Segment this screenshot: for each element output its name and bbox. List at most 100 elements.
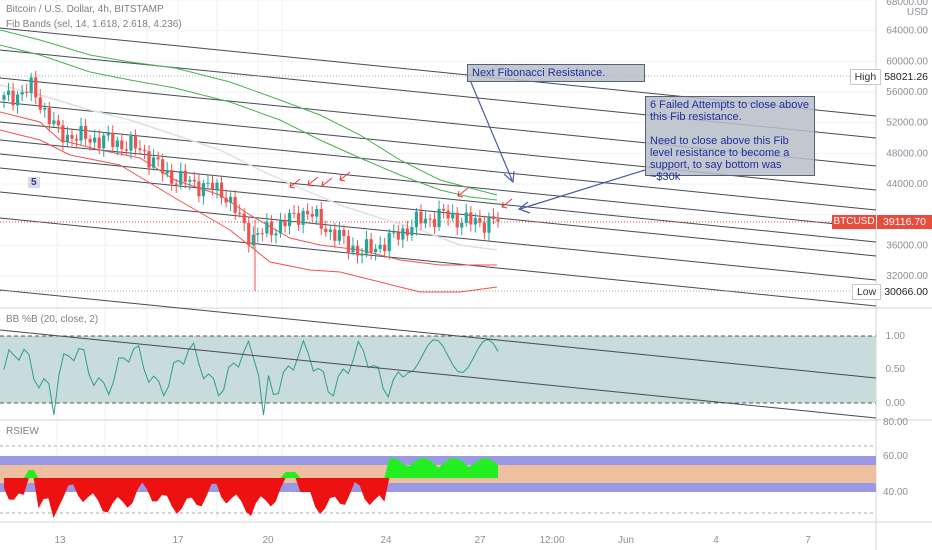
candle-body bbox=[396, 232, 400, 240]
symbol-tag: BTCUSD bbox=[832, 215, 876, 229]
candle-body bbox=[174, 183, 178, 185]
candle-body bbox=[482, 222, 487, 233]
candle-body bbox=[111, 133, 115, 148]
price-tick-label: 44000.00 bbox=[886, 179, 928, 190]
candle-body bbox=[374, 248, 378, 253]
candle-body bbox=[115, 140, 119, 148]
candle-body bbox=[79, 125, 83, 141]
time-tick-label: 13 bbox=[54, 535, 66, 546]
bb-tick-label: 0.50 bbox=[886, 364, 906, 375]
candle-body bbox=[93, 137, 97, 143]
price-tick-label: 68000.00 bbox=[886, 0, 928, 8]
candle-body bbox=[410, 227, 414, 236]
candle-body bbox=[414, 211, 419, 228]
candle-body bbox=[437, 208, 441, 227]
candle-body bbox=[287, 212, 292, 227]
candle-body bbox=[165, 170, 169, 174]
failed-attempt-arrowhead bbox=[307, 179, 314, 187]
candle-body bbox=[229, 196, 233, 203]
candle-body bbox=[432, 219, 437, 227]
candle-body bbox=[233, 196, 237, 213]
price-tick-label: 48000.00 bbox=[886, 148, 928, 159]
candle-body bbox=[478, 218, 482, 223]
candle-body bbox=[428, 218, 432, 220]
candle-body bbox=[124, 149, 128, 151]
candle-body bbox=[201, 183, 206, 197]
candle-body bbox=[487, 216, 491, 233]
candle-body bbox=[306, 210, 310, 215]
high-tag: High 58021.26 bbox=[849, 69, 932, 85]
chart-title: Bitcoin / U.S. Dollar, 4h, BITSTAMP bbox=[6, 4, 164, 15]
candle-body bbox=[260, 233, 264, 235]
candle-body bbox=[97, 137, 101, 149]
rsi-label: RSIEW bbox=[6, 426, 39, 437]
time-tick-label: 24 bbox=[380, 535, 392, 546]
low-tag: Low 30066.00 bbox=[851, 284, 932, 300]
candle-body bbox=[52, 120, 56, 124]
time-tick-label: 20 bbox=[262, 535, 274, 546]
price-tick-label: 64000.00 bbox=[886, 26, 928, 37]
candle-body bbox=[161, 159, 165, 174]
arrow-head bbox=[517, 201, 531, 214]
candle-body bbox=[2, 95, 6, 100]
candle-body bbox=[269, 221, 273, 236]
bb-percent-line bbox=[3, 338, 499, 416]
rsi-tick-label: 80.00 bbox=[883, 417, 908, 428]
note-failed-attempts[interactable]: 6 Failed Attempts to close above this Fi… bbox=[645, 96, 815, 183]
price-tick-label: 60000.00 bbox=[886, 56, 928, 67]
candle-body bbox=[251, 234, 255, 246]
candle-body bbox=[265, 221, 269, 234]
fib-bands-label: Fib Bands (sel, 14, 1.618, 2.618, 4.236) bbox=[6, 19, 182, 30]
candle-body bbox=[378, 244, 382, 249]
candle-body bbox=[151, 157, 156, 168]
failed-attempt-arrowhead bbox=[339, 174, 346, 182]
candle-body bbox=[215, 182, 219, 191]
failed-attempt-arrow bbox=[321, 177, 333, 187]
candle-body bbox=[464, 212, 468, 223]
candle-body bbox=[355, 245, 360, 256]
low-value: 30066.00 bbox=[881, 285, 932, 299]
time-tick-label: 7 bbox=[805, 535, 811, 546]
failed-attempt-arrow bbox=[457, 187, 469, 197]
price-tick-label: 52000.00 bbox=[886, 118, 928, 129]
candle-body bbox=[142, 150, 147, 152]
note-next-fib[interactable]: Next Fibonacci Resistance. bbox=[467, 64, 645, 82]
candle-body bbox=[106, 133, 110, 136]
annotation-arrows bbox=[289, 79, 646, 214]
fib-band-lower-outer bbox=[0, 129, 498, 293]
candle-body bbox=[65, 134, 70, 143]
rsi-band-bottom bbox=[0, 483, 876, 492]
candle-body bbox=[133, 135, 138, 149]
candle-body bbox=[401, 228, 405, 240]
candle-body bbox=[319, 208, 323, 229]
failed-attempt-arrow bbox=[339, 171, 351, 181]
rsi-positive-area bbox=[4, 458, 498, 478]
candle-body bbox=[11, 90, 15, 106]
candle-body bbox=[29, 77, 33, 93]
fib-band-upper-outer bbox=[0, 29, 498, 196]
bb-tick-label: 1.00 bbox=[886, 331, 906, 342]
candle-body bbox=[156, 157, 160, 160]
candle-body bbox=[15, 94, 20, 106]
candle-body bbox=[197, 181, 201, 197]
candle-body bbox=[147, 151, 151, 168]
price-tick-label: 56000.00 bbox=[886, 87, 928, 98]
bb-tick-label: 0.00 bbox=[886, 398, 906, 409]
last-price-tag: 39116.70 bbox=[877, 215, 932, 229]
candle-body bbox=[6, 90, 11, 96]
candle-body bbox=[301, 210, 305, 225]
rsi-band-top bbox=[0, 456, 876, 465]
candle-body bbox=[238, 212, 242, 214]
candle-body bbox=[56, 120, 60, 126]
candle-body bbox=[34, 77, 38, 98]
candle-body bbox=[360, 253, 364, 256]
time-tick-label: 4 bbox=[713, 535, 719, 546]
rsi-negative-area bbox=[4, 478, 498, 518]
failed-attempt-arrowhead bbox=[289, 181, 296, 189]
bb-percent-panel bbox=[0, 335, 876, 416]
candle-body bbox=[70, 134, 74, 139]
candle-body bbox=[496, 219, 500, 222]
candle-body bbox=[120, 140, 124, 150]
candle-body bbox=[369, 239, 373, 253]
